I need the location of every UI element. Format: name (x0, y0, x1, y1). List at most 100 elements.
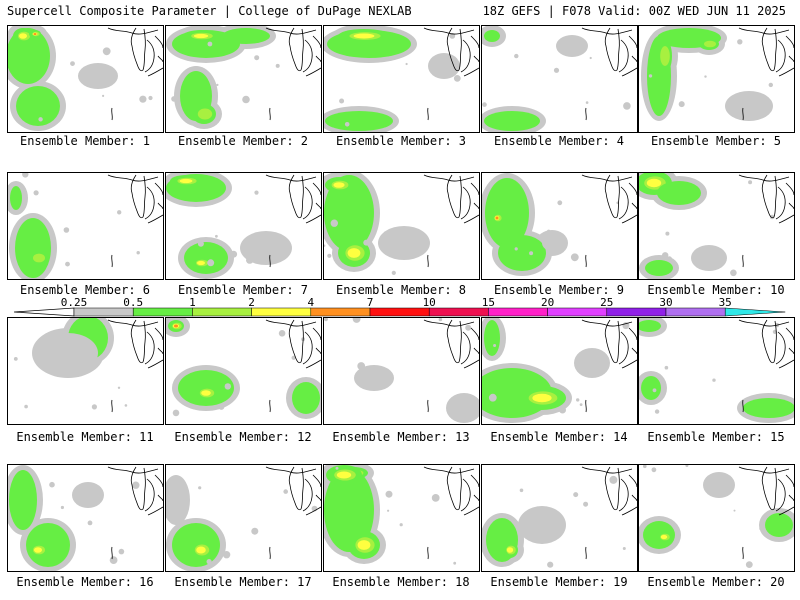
colorbar-tick-label: 4 (307, 296, 314, 309)
scp-speck (197, 240, 204, 247)
great-lakes-coastline (154, 327, 163, 341)
great-lakes-coastline (423, 466, 475, 474)
colorbar-segment (488, 307, 548, 317)
panel-map (639, 173, 794, 279)
scp-speck (291, 355, 296, 360)
great-lakes-coastline (157, 55, 163, 63)
scp-speck (283, 489, 288, 494)
colorbar-tick-label: 10 (423, 296, 436, 309)
great-lakes-coastline (147, 214, 163, 224)
great-lakes-coastline (265, 174, 317, 182)
scp-speck (33, 190, 39, 196)
scp-speck (449, 33, 456, 39)
great-lakes-coastline (305, 506, 321, 516)
ensemble-panel-5 (638, 25, 795, 133)
scp-contour-green (639, 320, 661, 332)
scp-speck (87, 520, 93, 526)
great-lakes-coastline (460, 186, 471, 220)
scp-speck (493, 344, 497, 347)
great-lakes-coastline (473, 494, 479, 502)
scp-speck (570, 253, 579, 262)
great-lakes-coastline (775, 478, 786, 512)
panel-map (324, 26, 479, 132)
great-lakes-coastline (604, 466, 620, 511)
scp-contour-low (434, 58, 454, 74)
great-lakes-coastline (157, 494, 163, 502)
river-mark (427, 254, 429, 268)
panel-caption: Ensemble Member: 3 (335, 134, 467, 148)
panel-map (166, 466, 321, 571)
scp-speck (49, 481, 55, 488)
scp-speck (254, 55, 260, 61)
panel-caption: Ensemble Member: 14 (490, 430, 628, 444)
scp-speck (117, 210, 122, 215)
scp-contour-green (645, 260, 673, 276)
scp-speck (685, 465, 689, 467)
great-lakes-coastline (618, 39, 629, 73)
river-mark (111, 107, 113, 121)
scp-contour-low (78, 487, 98, 503)
ensemble-panel-11 (7, 317, 164, 425)
great-lakes-coastline (423, 174, 475, 182)
great-lakes-coastline (423, 27, 475, 35)
great-lakes-coastline (460, 39, 471, 73)
scp-speck (583, 501, 589, 507)
great-lakes-coastline (738, 174, 790, 182)
great-lakes-coastline (130, 466, 146, 511)
great-lakes-coastline (157, 347, 163, 355)
scp-contour-yellow (179, 178, 193, 184)
river-mark (111, 254, 113, 268)
panel-caption: Ensemble Member: 12 (174, 430, 312, 444)
panel-map (324, 173, 479, 275)
scp-speck (278, 330, 286, 337)
great-lakes-coastline (463, 506, 479, 516)
scp-speck (222, 551, 231, 559)
great-lakes-coastline (738, 466, 790, 474)
great-lakes-coastline (581, 27, 633, 35)
river-mark (269, 107, 271, 121)
great-lakes-coastline (631, 202, 637, 210)
panel-map (166, 318, 321, 419)
scp-contour-low (38, 333, 98, 373)
scp-contour-green (324, 175, 374, 251)
scp-contour-yellow (353, 33, 375, 39)
scp-speck (576, 398, 580, 402)
great-lakes-coastline (302, 186, 313, 220)
scp-speck (206, 559, 212, 565)
scp-speck (324, 318, 328, 322)
scp-contour-green (484, 30, 500, 42)
scp-speck (383, 231, 387, 235)
great-lakes-coastline (628, 182, 637, 196)
scp-contour-yellow (333, 182, 345, 188)
scp-speck (547, 561, 554, 568)
colorbar-segment (192, 307, 252, 317)
great-lakes-coastline (463, 214, 479, 224)
scp-speck (745, 561, 753, 568)
scp-contour-yellow (347, 248, 361, 258)
panel-caption: Ensemble Member: 20 (647, 575, 785, 589)
great-lakes-coastline (738, 319, 790, 327)
great-lakes-coastline (446, 466, 462, 511)
scp-speck (662, 252, 669, 259)
scp-speck (172, 409, 180, 417)
great-lakes-coastline (463, 67, 479, 77)
scp-contour-green (498, 235, 546, 271)
scp-speck (759, 527, 763, 531)
scp-contour-green (484, 320, 500, 356)
great-lakes-coastline (621, 359, 637, 369)
scp-speck (648, 74, 653, 78)
colorbar-segment (132, 307, 193, 317)
great-lakes-coastline (628, 327, 637, 341)
river-mark (427, 399, 429, 413)
scp-speck (139, 95, 147, 103)
scp-contour-green (222, 28, 270, 44)
scp-contour-yellow (193, 33, 209, 39)
scp-contour-green (292, 382, 320, 414)
ensemble-panel-14 (481, 317, 638, 425)
scp-contour-green (10, 186, 22, 210)
great-lakes-coastline (107, 27, 159, 35)
scp-contour-yellow (336, 471, 352, 479)
scp-speck (768, 82, 773, 88)
colorbar-segment (73, 307, 134, 317)
scp-speck (65, 261, 70, 267)
